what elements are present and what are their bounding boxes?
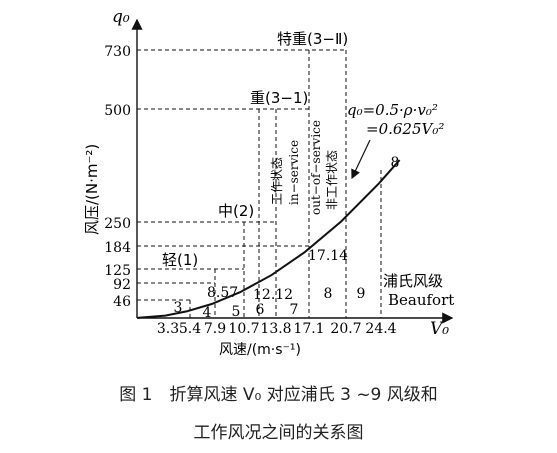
x-tick-17.1: 17.1 <box>293 321 324 337</box>
grade-3: 3 <box>174 300 183 316</box>
point-label-8.57: 8.57 <box>207 285 238 301</box>
x-tick-7.9: 7.9 <box>204 321 226 337</box>
out-service-label-en: out−of−service <box>309 120 323 215</box>
x-axis-symbol: V₀ <box>430 319 449 339</box>
y-tick-184: 184 <box>104 240 131 256</box>
x-tick-20.7: 20.7 <box>330 321 361 337</box>
out-service-label-cn: 非工作状态 <box>325 150 339 210</box>
point-labels: 8.57 12.12 17.14 <box>207 248 348 303</box>
formula-line-2: =0.625V₀² <box>366 120 444 138</box>
formula-line-1: q₀=0.5·ρ·v₀² <box>347 101 438 119</box>
wind-pressure-chart: q₀ 风压/(N·m⁻²) V₀ 风速/(m·s⁻¹) 730 500 250 … <box>83 7 454 358</box>
grade-4: 4 <box>203 305 212 321</box>
point-label-12.12: 12.12 <box>253 287 293 303</box>
y-ticks: 730 500 250 184 125 92 46 <box>104 44 131 310</box>
formula-arrow <box>351 139 371 180</box>
y-tick-250: 250 <box>104 216 131 232</box>
y-tick-730: 730 <box>104 44 131 60</box>
y-tick-46: 46 <box>113 294 131 310</box>
category-light: 轻(1) <box>162 251 198 269</box>
grade-8: 8 <box>324 286 333 302</box>
x-tick-10.7: 10.7 <box>228 321 259 337</box>
y-axis-title: 风压/(N·m⁻²) <box>83 144 101 235</box>
wind-pressure-curve <box>136 159 401 319</box>
x-ticks: 3.3 5.4 7.9 10.7 13.8 17.1 20.7 24.4 <box>157 321 397 337</box>
x-tick-3.3: 3.3 <box>157 321 179 337</box>
category-heavy: 重(3−1) <box>250 89 308 107</box>
grade-5: 5 <box>232 304 241 320</box>
y-tick-500: 500 <box>104 103 131 119</box>
y-tick-92: 92 <box>113 277 131 293</box>
in-service-label-cn: 工作状态 <box>270 157 284 205</box>
grade-9: 9 <box>357 286 366 302</box>
grade-8-curve-end: 8 <box>391 155 400 171</box>
figure-caption-line-1: 图 1 折算风速 V₀ 对应浦氏 3 ~9 风级和 <box>119 385 438 405</box>
x-tick-24.4: 24.4 <box>365 321 396 337</box>
grade-7: 7 <box>290 302 299 318</box>
in-service-label-en: in−service <box>287 140 301 205</box>
x-axis-title: 风速/(m·s⁻¹) <box>219 342 301 358</box>
point-label-17.14: 17.14 <box>308 248 348 264</box>
category-extra-heavy: 特重(3−Ⅱ) <box>277 30 348 48</box>
y-tick-125: 125 <box>104 263 131 279</box>
category-medium: 中(2) <box>218 202 254 220</box>
figure-caption-line-2: 工作风况之间的关系图 <box>193 423 364 443</box>
guide-lines <box>137 49 382 318</box>
beaufort-grades: 3 4 5 6 7 8 9 8 <box>174 155 400 321</box>
beaufort-title-en: Beaufort <box>388 291 454 309</box>
grade-6: 6 <box>256 302 265 318</box>
x-tick-5.4: 5.4 <box>179 321 201 337</box>
beaufort-title-cn: 浦氏风级 <box>383 272 443 290</box>
y-axis-symbol: q₀ <box>112 7 130 27</box>
x-tick-13.8: 13.8 <box>260 321 291 337</box>
